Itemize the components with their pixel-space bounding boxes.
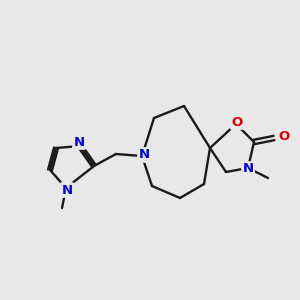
Text: O: O: [278, 130, 290, 143]
Text: N: N: [242, 163, 253, 176]
Text: O: O: [231, 116, 243, 128]
Text: N: N: [138, 148, 150, 161]
Text: N: N: [61, 184, 73, 196]
Text: N: N: [74, 136, 85, 148]
